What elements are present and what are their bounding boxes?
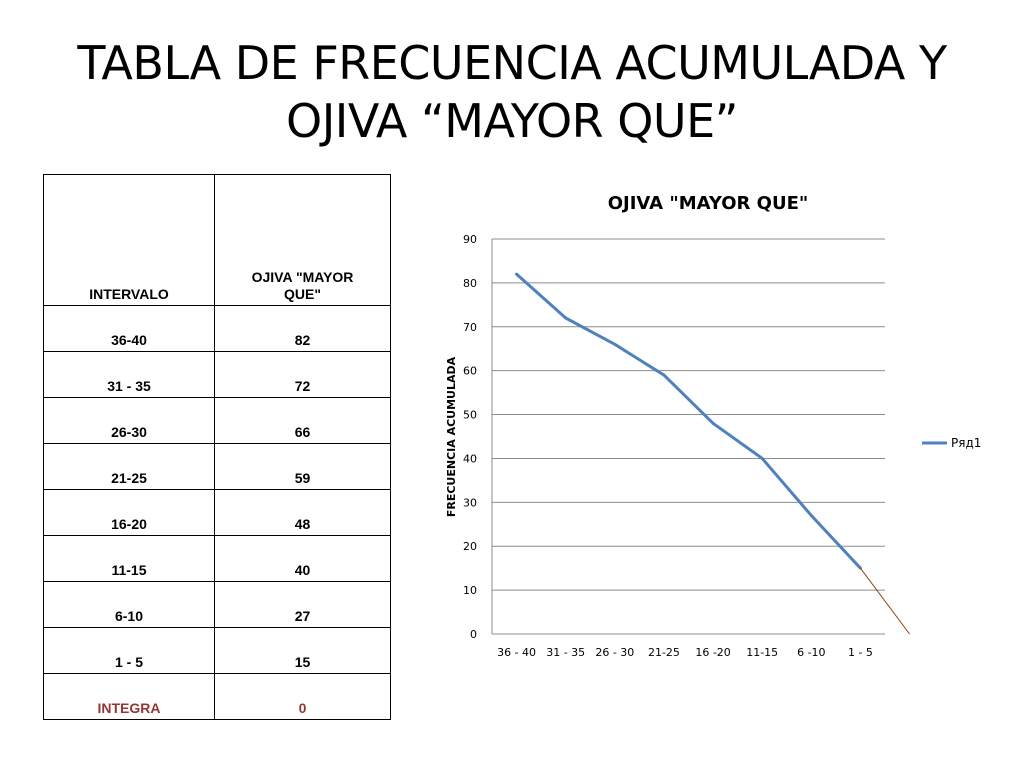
value-cell: 82 <box>214 305 391 352</box>
y-tick-label: 60 <box>463 365 477 378</box>
data-point <box>564 316 568 320</box>
table-row: 1 - 5 15 <box>43 627 391 674</box>
ogive-extension-line <box>860 567 910 635</box>
table-row-integra: INTEGRA 0 <box>43 673 391 720</box>
y-tick-label: 10 <box>463 584 477 597</box>
table-row: 31 - 35 72 <box>43 351 391 398</box>
table-row: 11-15 40 <box>43 535 391 582</box>
y-tick-label: 80 <box>463 277 477 290</box>
x-tick-label: 11-15 <box>746 646 778 659</box>
header-interval: INTERVALO <box>43 174 215 306</box>
table-row: 26-30 66 <box>43 397 391 444</box>
value-cell: 27 <box>214 581 391 628</box>
interval-cell: 21-25 <box>43 443 215 490</box>
interval-cell: 1 - 5 <box>43 627 215 674</box>
value-cell: 48 <box>214 489 391 536</box>
y-tick-label: 70 <box>463 321 477 334</box>
series-layer <box>515 272 910 635</box>
x-tick-label: 16 -20 <box>695 646 730 659</box>
y-tick-label: 0 <box>470 628 477 641</box>
legend: Ряд1 <box>922 436 981 450</box>
x-tick-label: 1 - 5 <box>848 646 873 659</box>
legend-label: Ряд1 <box>951 436 981 450</box>
header-ogive-label: OJIVA "MAYOR QUE" <box>251 269 354 302</box>
interval-cell: 6-10 <box>43 581 215 628</box>
table-row: 6-10 27 <box>43 581 391 628</box>
ogive-chart: OJIVA "MAYOR QUE" FRECUENCIA ACUMULADA 0… <box>445 193 981 659</box>
value-cell: 66 <box>214 397 391 444</box>
data-point <box>662 373 666 377</box>
data-point <box>515 272 519 276</box>
x-tick-label: 6 -10 <box>797 646 825 659</box>
x-tick-label: 31 - 35 <box>546 646 585 659</box>
interval-cell: 11-15 <box>43 535 215 582</box>
interval-cell: 26-30 <box>43 397 215 444</box>
y-axis-label: FRECUENCIA ACUMULADA <box>445 356 458 517</box>
data-point <box>760 456 764 460</box>
table-row: 21-25 59 <box>43 443 391 490</box>
value-cell: 15 <box>214 627 391 674</box>
x-axis-ticks: 36 - 40 31 - 35 26 - 30 21-25 16 -20 11-15 6 -… <box>497 646 873 659</box>
interval-cell: 36-40 <box>43 305 215 352</box>
header-ogive: OJIVA "MAYOR QUE" <box>214 174 391 306</box>
value-cell-integra: 0 <box>214 673 391 720</box>
data-point <box>711 421 715 425</box>
table-row: 36-40 82 <box>43 305 391 352</box>
table-row: 16-20 48 <box>43 489 391 536</box>
interval-cell: 31 - 35 <box>43 351 215 398</box>
x-tick-label: 36 - 40 <box>497 646 536 659</box>
data-point <box>613 342 617 346</box>
y-tick-label: 90 <box>463 233 477 246</box>
slide-title: TABLA DE FRECUENCIA ACUMULADA Y OJIVA “M… <box>77 36 947 148</box>
y-tick-label: 20 <box>463 540 477 553</box>
interval-cell-integra: INTEGRA <box>43 673 215 720</box>
y-tick-label: 50 <box>463 409 477 422</box>
y-tick-label: 30 <box>463 496 477 509</box>
y-tick-label: 40 <box>463 452 477 465</box>
y-axis-ticks: 0 10 20 30 40 50 60 70 80 90 <box>463 233 477 641</box>
frequency-table: INTERVALO OJIVA "MAYOR QUE" 36-40 82 31 -… <box>43 174 391 720</box>
table-header-row: INTERVALO OJIVA "MAYOR QUE" <box>43 174 391 306</box>
chart-title: OJIVA "MAYOR QUE" <box>608 193 809 214</box>
data-point <box>809 514 813 517</box>
value-cell: 59 <box>214 443 391 490</box>
grid-lines <box>491 238 885 635</box>
x-tick-label: 21-25 <box>648 646 680 659</box>
interval-cell: 16-20 <box>43 489 215 536</box>
x-tick-label: 26 - 30 <box>595 646 634 659</box>
series-line <box>515 272 862 570</box>
value-cell: 40 <box>214 535 391 582</box>
value-cell: 72 <box>214 351 391 398</box>
